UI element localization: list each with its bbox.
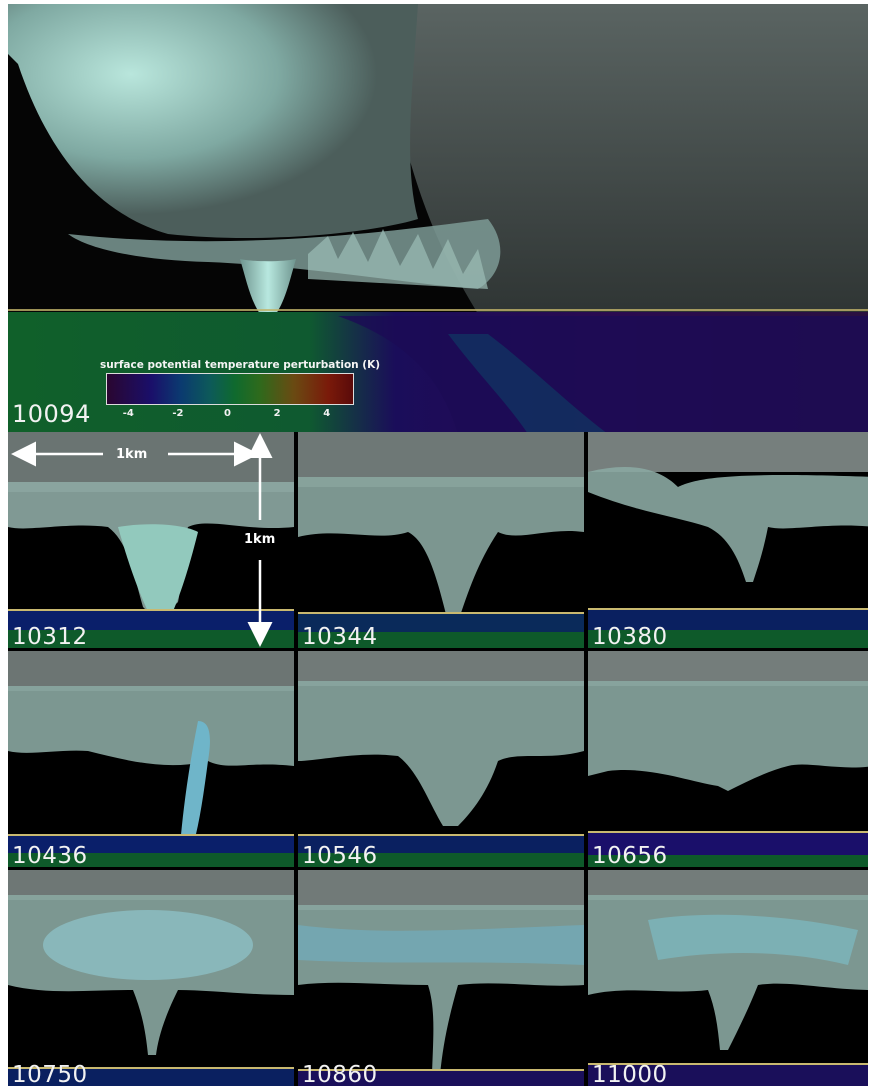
panel-10436: 10436 <box>8 651 294 867</box>
panel-id: 11000 <box>592 1062 668 1086</box>
colorbar-tick: 2 <box>273 408 281 419</box>
panel-image <box>588 651 868 867</box>
panel-id: 10750 <box>12 1062 88 1086</box>
panel-id: 10546 <box>302 843 378 867</box>
panel-10546: 10546 <box>298 651 584 867</box>
colorbar-ticks: -4 -2 0 2 4 <box>106 408 354 422</box>
main-panel: surface potential temperature perturbati… <box>8 4 868 432</box>
colorbar <box>106 373 354 405</box>
panel-image <box>298 870 584 1086</box>
main-cloud-render <box>8 4 868 432</box>
panel-id: 10380 <box>592 624 668 648</box>
panel-id: 10656 <box>592 843 668 867</box>
colorbar-tick: -4 <box>122 408 134 419</box>
main-panel-id: 10094 <box>12 400 91 428</box>
panel-id: 10860 <box>302 1062 378 1086</box>
colorbar-title: surface potential temperature perturbati… <box>99 359 381 371</box>
figure-frame: surface potential temperature perturbati… <box>8 4 868 1086</box>
panel-10656: 10656 <box>588 651 868 867</box>
panel-image <box>298 432 584 648</box>
scale-arrows <box>11 433 273 647</box>
panel-10344: 10344 <box>298 432 584 648</box>
panel-image <box>8 870 294 1086</box>
panel-image <box>8 651 294 867</box>
panel-10860: 10860 <box>298 870 584 1086</box>
panel-10750: 10750 <box>8 870 294 1086</box>
panel-11000: 11000 <box>588 870 868 1086</box>
colorbar-tick: 0 <box>224 408 231 419</box>
colorbar-tick: 4 <box>323 408 331 419</box>
colorbar-tick: -2 <box>172 408 184 419</box>
colorbar-legend: surface potential temperature perturbati… <box>70 359 410 432</box>
panel-image <box>588 432 868 648</box>
panel-image <box>298 651 584 867</box>
panel-id: 10436 <box>12 843 88 867</box>
panel-image <box>588 870 868 1086</box>
panel-id: 10344 <box>302 624 378 648</box>
panel-10380: 10380 <box>588 432 868 648</box>
panel-id: 10312 <box>12 624 88 648</box>
